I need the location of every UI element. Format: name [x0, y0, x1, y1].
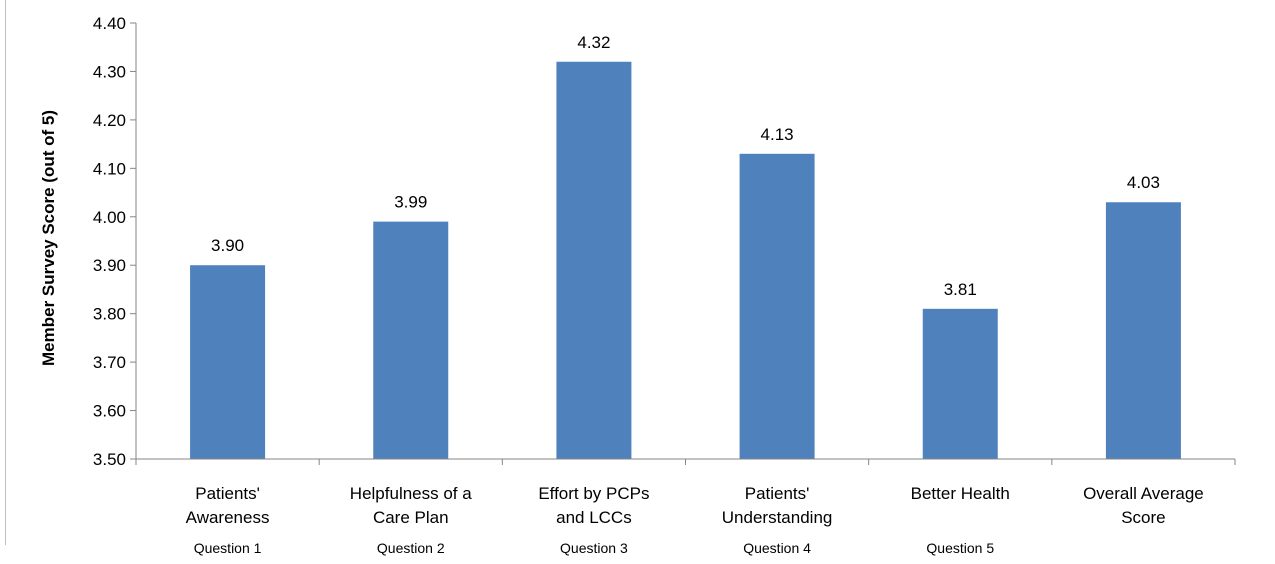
x-category-question-label: Question 2: [377, 540, 445, 556]
x-category-question-label: Question 4: [743, 540, 811, 556]
bar: [190, 265, 266, 459]
x-category-label: and LCCs: [556, 508, 632, 527]
x-category-label: Understanding: [722, 508, 833, 527]
x-category-label: Score: [1121, 508, 1165, 527]
data-label: 4.13: [761, 125, 794, 144]
left-border-line: [5, 0, 6, 545]
y-tick-label: 4.20: [93, 111, 126, 130]
data-label: 3.81: [944, 280, 977, 299]
y-axis-ticks: 3.50 3.60 3.70 3.80 3.90 4.00 4.10 4.20 4.30 4.40: [93, 14, 126, 469]
x-category-label: Overall Average: [1083, 484, 1204, 503]
y-tick-label: 3.70: [93, 353, 126, 372]
y-tick-label: 3.60: [93, 402, 126, 421]
data-label: 4.32: [577, 33, 610, 52]
y-tick-label: 4.00: [93, 208, 126, 227]
y-tick-label: 3.90: [93, 256, 126, 275]
x-category-label: Better Health: [911, 484, 1010, 503]
x-category-label: Awareness: [186, 508, 270, 527]
x-category-question-label: Question 3: [560, 540, 628, 556]
y-tick-label: 4.10: [93, 159, 126, 178]
bar: [373, 221, 449, 459]
bar: [922, 308, 998, 459]
bar: [739, 153, 815, 460]
y-tick-label: 4.30: [93, 62, 126, 81]
x-category-question-label: Question 5: [926, 540, 994, 556]
x-category-label: Care Plan: [373, 508, 449, 527]
x-axis-labels: Patients' Awareness Question 1 Helpfulness …: [186, 484, 1204, 556]
data-label: 3.99: [394, 193, 427, 212]
bar: [1105, 202, 1181, 459]
axes: [130, 22, 1236, 465]
data-label: 4.03: [1127, 173, 1160, 192]
data-label: 3.90: [211, 236, 244, 255]
x-category-label: Helpfulness of a: [350, 484, 472, 503]
bars-group: 3.90 3.99 4.32 4.13 3.81 4.03: [190, 33, 1181, 460]
y-axis-label: Member Survey Score (out of 5): [39, 110, 58, 366]
y-tick-label: 3.80: [93, 305, 126, 324]
y-tick-label: 3.50: [93, 450, 126, 469]
x-category-label: Patients': [745, 484, 810, 503]
x-category-label: Patients': [195, 484, 260, 503]
bar: [556, 61, 632, 459]
y-tick-label: 4.40: [93, 14, 126, 33]
x-category-label: Effort by PCPs: [538, 484, 649, 503]
x-category-question-label: Question 1: [194, 540, 262, 556]
